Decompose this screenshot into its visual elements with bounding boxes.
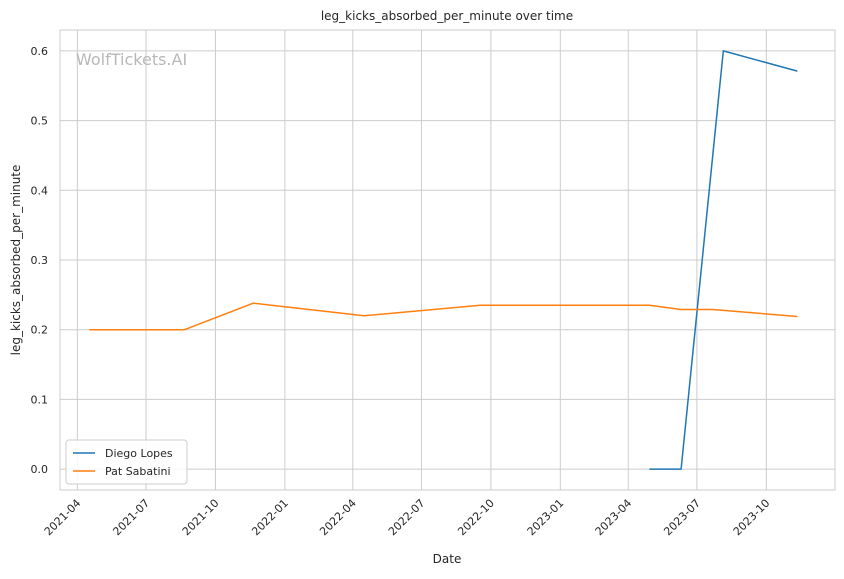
- x-tick-label: 2021-04: [42, 497, 84, 539]
- y-tick-label: 0.6: [31, 45, 49, 58]
- x-tick-label: 2022-01: [249, 497, 291, 539]
- series-lines: [89, 50, 798, 470]
- x-tick-label: 2022-10: [455, 497, 497, 539]
- y-tick-label: 0.3: [31, 254, 49, 267]
- series-line-diego-lopes: [649, 50, 798, 470]
- x-axis-label: Date: [433, 552, 462, 566]
- watermark: WolfTickets.AI: [76, 50, 187, 69]
- series-line-pat-sabatini: [89, 302, 798, 331]
- y-tick-label: 0.4: [31, 184, 49, 197]
- legend-label-diego-lopes: Diego Lopes: [105, 447, 173, 460]
- x-tick-label: 2021-07: [110, 497, 152, 539]
- y-axis-ticks: 0.0 0.1 0.2 0.3 0.4 0.5 0.6: [31, 45, 49, 476]
- legend: Diego Lopes Pat Sabatini: [65, 439, 188, 485]
- y-tick-label: 0.0: [31, 463, 49, 476]
- chart-title: leg_kicks_absorbed_per_minute over time: [321, 9, 573, 23]
- legend-box: [65, 439, 188, 485]
- y-tick-label: 0.2: [31, 324, 49, 337]
- x-tick-label: 2023-04: [593, 497, 635, 539]
- x-tick-label: 2023-10: [731, 497, 773, 539]
- grid-lines: [60, 30, 835, 490]
- x-tick-label: 2022-07: [386, 497, 428, 539]
- x-tick-label: 2023-01: [525, 497, 567, 539]
- x-tick-label: 2021-10: [180, 497, 222, 539]
- x-tick-label: 2022-04: [317, 497, 359, 539]
- y-tick-label: 0.5: [31, 115, 49, 128]
- x-tick-label: 2023-07: [661, 497, 703, 539]
- legend-label-pat-sabatini: Pat Sabatini: [105, 465, 171, 478]
- x-axis-ticks: 2021-04 2021-07 2021-10 2022-01 2022-04 2022-…: [42, 497, 773, 539]
- y-tick-label: 0.1: [31, 393, 49, 406]
- y-axis-label: leg_kicks_absorbed_per_minute: [9, 165, 23, 356]
